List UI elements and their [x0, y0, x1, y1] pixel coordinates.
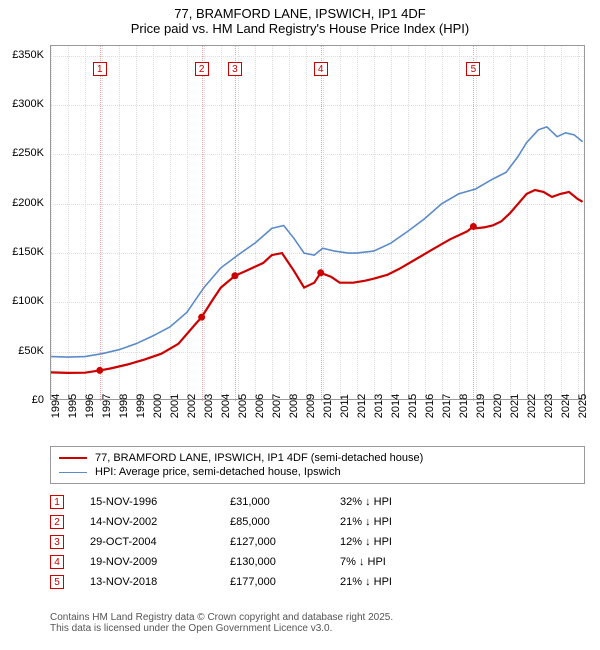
x-tick-label: 2013 [373, 394, 385, 418]
y-tick-label: £50K [18, 345, 44, 357]
legend-label: HPI: Average price, semi-detached house,… [95, 466, 341, 478]
x-tick-label: 1994 [50, 394, 62, 418]
table-cell-date: 29-OCT-2004 [90, 536, 230, 548]
table-cell-price: £130,000 [230, 556, 340, 568]
event-number-badge: 5 [50, 575, 64, 589]
x-tick-label: 2019 [475, 394, 487, 418]
x-tick-label: 2020 [492, 394, 504, 418]
event-marker-dot [96, 367, 103, 374]
legend-swatch [59, 457, 87, 459]
y-tick-label: £100K [12, 295, 44, 307]
y-tick-label: £150K [12, 246, 44, 258]
table-cell-marker: 2 [50, 515, 90, 529]
x-tick-label: 2023 [543, 394, 555, 418]
table-cell-marker: 1 [50, 495, 90, 509]
x-tick-label: 2009 [305, 394, 317, 418]
footer-line2: This data is licensed under the Open Gov… [50, 623, 585, 634]
legend: 77, BRAMFORD LANE, IPSWICH, IP1 4DF (sem… [50, 446, 585, 484]
event-marker-dot [470, 223, 477, 230]
table-cell-date: 13-NOV-2018 [90, 576, 230, 588]
y-tick-label: £250K [12, 147, 44, 159]
event-marker-dot [317, 269, 324, 276]
x-tick-label: 2011 [339, 394, 351, 418]
table-cell-diff: 21% ↓ HPI [340, 576, 460, 588]
x-tick-label: 2021 [509, 394, 521, 418]
x-tick-label: 2010 [322, 394, 334, 418]
table-cell-price: £31,000 [230, 496, 340, 508]
event-marker-box: 2 [195, 62, 209, 76]
table-cell-diff: 21% ↓ HPI [340, 516, 460, 528]
x-tick-label: 2005 [237, 394, 249, 418]
series-line-hpi [51, 127, 583, 357]
event-marker-dot [231, 272, 238, 279]
y-axis-ticks: £0£50K£100K£150K£200K£250K£300K£350K [0, 45, 48, 400]
y-tick-label: £0 [32, 394, 44, 406]
event-number-badge: 2 [50, 515, 64, 529]
event-marker-box: 4 [314, 62, 328, 76]
chart-container: 77, BRAMFORD LANE, IPSWICH, IP1 4DF Pric… [0, 0, 600, 650]
x-tick-label: 2012 [356, 394, 368, 418]
x-tick-label: 2003 [203, 394, 215, 418]
table-cell-marker: 5 [50, 575, 90, 589]
x-tick-label: 1998 [118, 394, 130, 418]
x-tick-label: 2006 [254, 394, 266, 418]
footer-attribution: Contains HM Land Registry data © Crown c… [50, 612, 585, 634]
title-subtitle: Price paid vs. HM Land Registry's House … [0, 21, 600, 36]
event-marker-dot [198, 314, 205, 321]
x-tick-label: 2017 [441, 394, 453, 418]
y-tick-label: £200K [12, 197, 44, 209]
event-marker-box: 1 [93, 62, 107, 76]
x-tick-label: 1996 [84, 394, 96, 418]
title-block: 77, BRAMFORD LANE, IPSWICH, IP1 4DF Pric… [0, 0, 600, 36]
table-cell-price: £177,000 [230, 576, 340, 588]
event-number-badge: 1 [50, 495, 64, 509]
table-row: 2 14-NOV-2002£85,00021% ↓ HPI [50, 512, 585, 532]
x-tick-label: 2008 [288, 394, 300, 418]
event-marker-box: 3 [228, 62, 242, 76]
table-cell-date: 14-NOV-2002 [90, 516, 230, 528]
table-cell-price: £127,000 [230, 536, 340, 548]
event-marker-box: 5 [466, 62, 480, 76]
legend-row: 77, BRAMFORD LANE, IPSWICH, IP1 4DF (sem… [59, 451, 576, 465]
x-tick-label: 2001 [169, 394, 181, 418]
legend-label: 77, BRAMFORD LANE, IPSWICH, IP1 4DF (sem… [95, 452, 423, 464]
y-tick-label: £350K [12, 49, 44, 61]
table-row: 3 29-OCT-2004£127,00012% ↓ HPI [50, 532, 585, 552]
table-cell-diff: 7% ↓ HPI [340, 556, 460, 568]
table-cell-date: 15-NOV-1996 [90, 496, 230, 508]
x-tick-label: 2000 [152, 394, 164, 418]
legend-row: HPI: Average price, semi-detached house,… [59, 465, 576, 479]
table-row: 4 19-NOV-2009£130,0007% ↓ HPI [50, 552, 585, 572]
x-tick-label: 1995 [67, 394, 79, 418]
x-tick-label: 2024 [560, 394, 572, 418]
title-address: 77, BRAMFORD LANE, IPSWICH, IP1 4DF [0, 6, 600, 21]
x-tick-label: 2014 [390, 394, 402, 418]
table-cell-marker: 3 [50, 535, 90, 549]
x-tick-label: 1997 [101, 394, 113, 418]
y-tick-label: £300K [12, 98, 44, 110]
table-cell-diff: 12% ↓ HPI [340, 536, 460, 548]
table-cell-date: 19-NOV-2009 [90, 556, 230, 568]
x-tick-label: 2004 [220, 394, 232, 418]
footer-line1: Contains HM Land Registry data © Crown c… [50, 612, 585, 623]
event-number-badge: 4 [50, 555, 64, 569]
table-row: 1 15-NOV-1996£31,00032% ↓ HPI [50, 492, 585, 512]
table-cell-marker: 4 [50, 555, 90, 569]
x-tick-label: 2025 [577, 394, 589, 418]
table-cell-diff: 32% ↓ HPI [340, 496, 460, 508]
legend-swatch [59, 472, 87, 473]
table-row: 5 13-NOV-2018£177,00021% ↓ HPI [50, 572, 585, 592]
x-tick-label: 2002 [186, 394, 198, 418]
chart-svg [51, 46, 584, 399]
event-number-badge: 3 [50, 535, 64, 549]
x-tick-label: 2016 [424, 394, 436, 418]
x-tick-label: 2007 [271, 394, 283, 418]
x-tick-label: 2018 [458, 394, 470, 418]
x-tick-label: 2022 [526, 394, 538, 418]
table-cell-price: £85,000 [230, 516, 340, 528]
x-tick-label: 2015 [407, 394, 419, 418]
x-tick-label: 1999 [135, 394, 147, 418]
events-table: 1 15-NOV-1996£31,00032% ↓ HPI 2 14-NOV-2002… [50, 492, 585, 592]
plot-area: 1 2 3 4 5 [50, 45, 585, 400]
